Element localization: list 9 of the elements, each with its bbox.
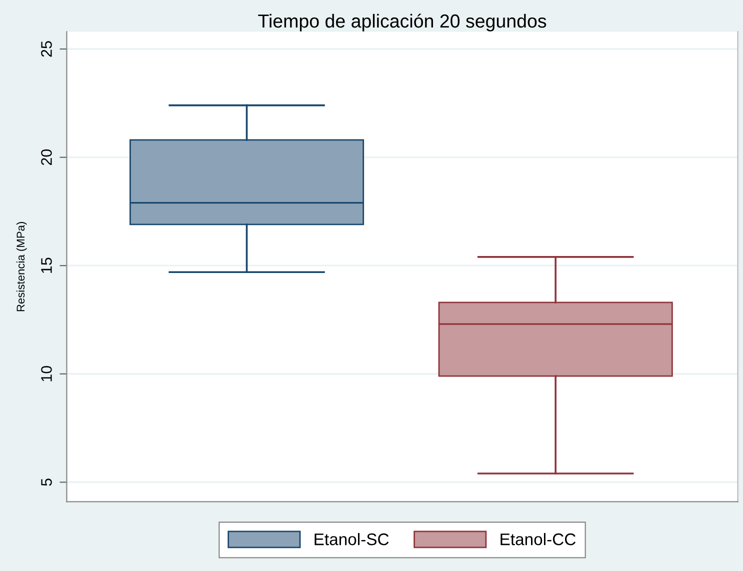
y-tick-label: 20 [41,149,52,166]
legend-label: Etanol-CC [500,532,576,546]
legend-label: Etanol-SC [314,532,389,546]
y-axis-title: Resistencia (MPa) [16,222,27,312]
y-tick-label: 15 [41,258,52,273]
y-tick-label: 5 [41,478,52,486]
y-tick-label: 25 [41,41,52,57]
y-tick-label: 10 [41,366,52,382]
chart-title: Tiempo de aplicación 20 segundos [258,14,546,32]
